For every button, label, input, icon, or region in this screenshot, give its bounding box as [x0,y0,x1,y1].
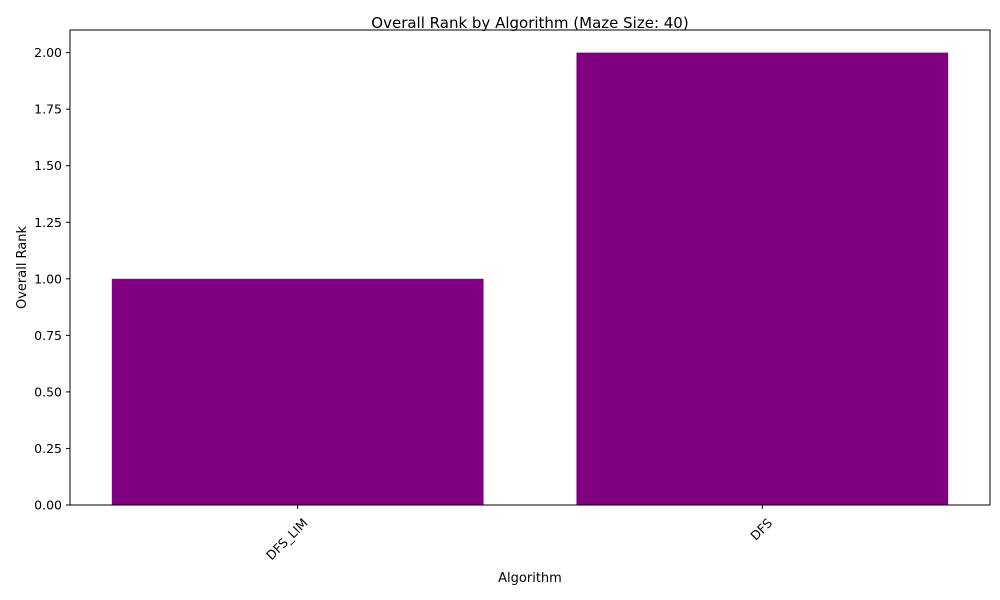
bars-group [111,52,949,505]
bar-dfs [576,52,949,505]
y-tick-label: 0.25 [34,441,62,456]
plot-frame [69,29,991,506]
y-tick-label: 0.75 [34,328,62,343]
y-tick-label: 1.50 [34,158,62,173]
x-axis-label: Algorithm [498,571,562,586]
y-tick-label: 2.00 [34,45,62,60]
x-tick-label: DFS_LIM [263,515,311,563]
y-tick-label: 1.25 [34,215,62,230]
y-axis-label: Overall Rank [15,225,30,309]
x-tick-label: DFS [747,515,775,543]
y-tick-label: 1.75 [34,102,62,117]
y-tick-label: 0.50 [34,384,62,399]
bar-dfs-lim [111,278,484,505]
y-tick-label: 0.00 [34,498,62,513]
x-axis-ticks: DFS_LIM DFS [263,505,775,563]
y-tick-label: 1.00 [34,271,62,286]
y-axis-ticks: 0.00 0.25 0.50 0.75 1.00 1.25 1.50 1.75 2.00 [34,45,70,513]
chart-title: Overall Rank by Algorithm (Maze Size: 40… [371,14,688,32]
